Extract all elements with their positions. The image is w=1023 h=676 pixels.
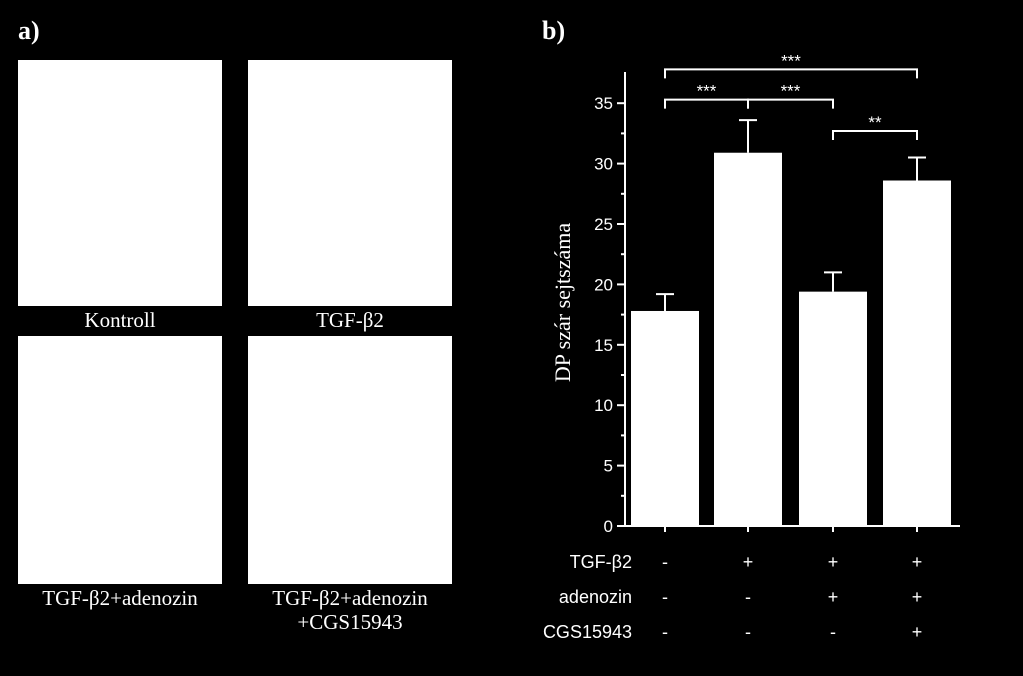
condition-sign: - [662, 587, 668, 607]
significance-bracket [664, 98, 749, 109]
caption-tgf-b2-adenozin: TGF-β2+adenozin [42, 586, 198, 610]
bar [631, 310, 699, 526]
condition-sign: - [662, 622, 668, 642]
micrograph-tgf-b2-adenozin [18, 336, 222, 584]
condition-sign: + [828, 587, 839, 607]
condition-label: CGS15943 [543, 622, 632, 642]
bar [883, 180, 951, 526]
significance-stars: *** [781, 51, 801, 70]
condition-sign: - [662, 552, 668, 572]
condition-sign: - [745, 587, 751, 607]
condition-sign: - [830, 622, 836, 642]
condition-sign: + [743, 552, 754, 572]
caption-tgf-b2-adenozin-cgs: TGF-β2+adenozin +CGS15943 [272, 586, 428, 634]
condition-sign: + [912, 622, 923, 642]
y-tick-label: 25 [594, 215, 613, 234]
panel-a-label: a) [18, 16, 40, 45]
y-tick-label: 5 [604, 457, 613, 476]
y-axis-label: DP szár sejtszáma [550, 223, 575, 382]
significance-stars: ** [868, 113, 882, 132]
y-tick-label: 10 [594, 396, 613, 415]
y-tick-label: 20 [594, 275, 613, 294]
bar [714, 152, 782, 526]
y-tick-label: 15 [594, 336, 613, 355]
condition-sign: + [828, 552, 839, 572]
condition-label: TGF-β2 [570, 552, 632, 572]
significance-bracket [832, 129, 918, 140]
condition-sign: + [912, 587, 923, 607]
condition-sign: - [745, 622, 751, 642]
significance-bracket [664, 68, 918, 79]
micrograph-tgf-b2-adenozin-cgs [248, 336, 452, 584]
y-tick-label: 0 [604, 517, 613, 536]
micrograph-kontroll [18, 60, 222, 306]
significance-stars: *** [781, 82, 801, 101]
y-tick-label: 30 [594, 155, 613, 174]
condition-sign: + [912, 552, 923, 572]
micrograph-tgf-b2 [248, 60, 452, 306]
y-tick-label: 35 [594, 94, 613, 113]
caption-tgf-b2: TGF-β2 [316, 308, 384, 332]
significance-bracket [747, 98, 834, 109]
condition-label: adenozin [559, 587, 632, 607]
panel-b-label: b) [542, 16, 566, 45]
bar [799, 291, 867, 526]
significance-stars: *** [697, 82, 717, 101]
caption-kontroll: Kontroll [84, 308, 156, 332]
